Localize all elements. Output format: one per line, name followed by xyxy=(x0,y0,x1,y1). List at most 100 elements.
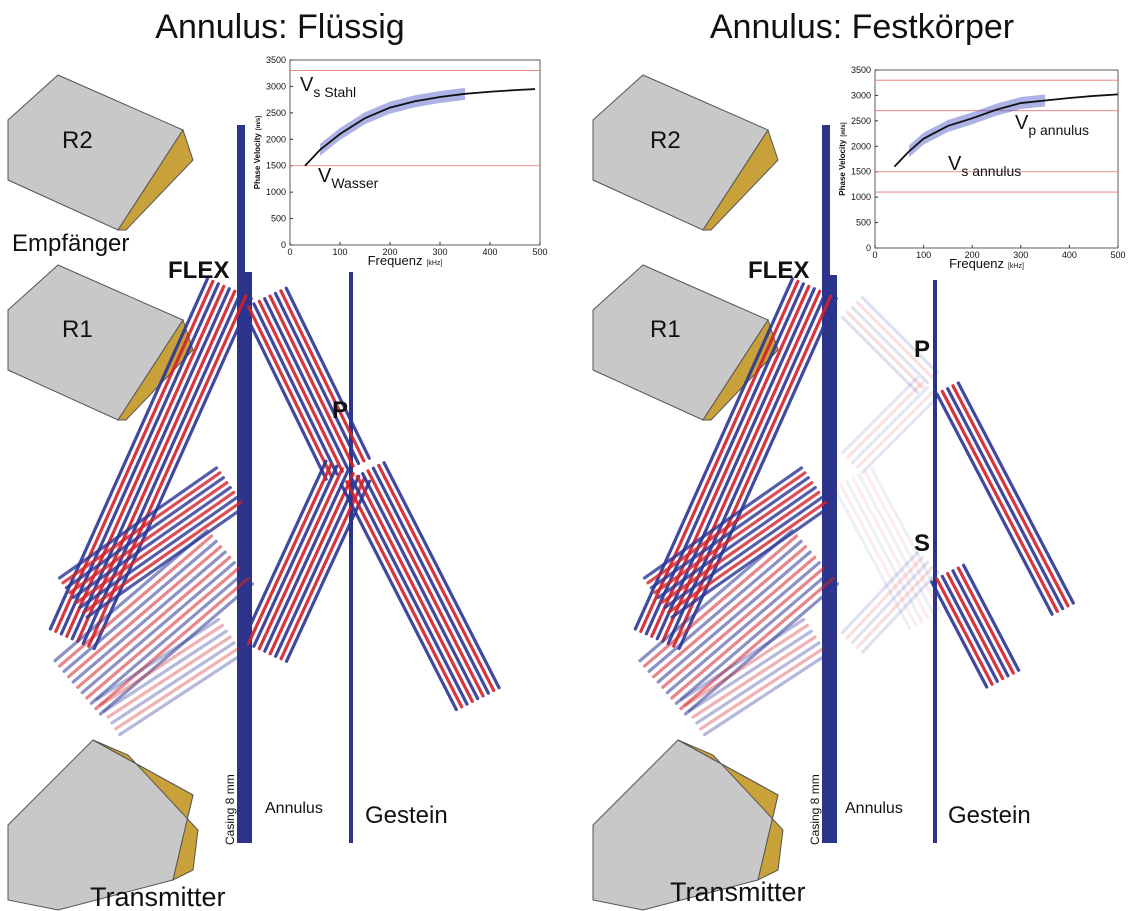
wave-stripe xyxy=(685,625,807,705)
x-tick-label: 100 xyxy=(916,250,931,260)
wave-stripe xyxy=(843,378,918,453)
wave-stripe xyxy=(701,649,823,729)
label: Casing 8 mm xyxy=(223,774,237,845)
wave-stripe xyxy=(862,397,937,472)
y-tick-label: 2500 xyxy=(266,108,286,118)
x-axis-title: Frequenz xyxy=(368,253,423,268)
wave-stripe xyxy=(112,643,234,723)
wave-stripe xyxy=(116,649,238,729)
inset-background xyxy=(245,52,550,272)
y-tick-label: 3000 xyxy=(266,81,286,91)
annotation-main: V xyxy=(300,74,314,96)
y-tick-label: 1500 xyxy=(266,161,286,171)
wave-stripe xyxy=(857,392,932,467)
y-tick-label: 0 xyxy=(281,240,286,250)
wave-stripe xyxy=(693,637,815,717)
label: R2 xyxy=(650,127,681,154)
annotation-main: V xyxy=(1015,112,1029,134)
figure: Annulus: Flüssig R2 Empfänger R1 FLEX P … xyxy=(0,0,1131,911)
y-tick-label: 3500 xyxy=(266,55,286,65)
wave-stripe xyxy=(287,481,370,661)
y-axis-unit: [m/s] xyxy=(841,122,847,136)
x-tick-label: 400 xyxy=(1062,250,1077,260)
x-tick-label: 300 xyxy=(432,247,447,257)
wave-stripe xyxy=(100,625,222,705)
annotation-sub: s annulus xyxy=(961,163,1021,179)
label: R1 xyxy=(650,316,681,343)
annulus-boundary xyxy=(933,280,937,843)
label: S xyxy=(914,530,930,557)
annotation-main: V xyxy=(948,153,962,175)
y-tick-label: 2000 xyxy=(266,134,286,144)
wave-stripe xyxy=(97,620,219,700)
x-tick-label: 0 xyxy=(872,250,877,260)
wave-stripe xyxy=(259,469,342,649)
y-tick-label: 1000 xyxy=(851,192,871,202)
y-tick-label: 3500 xyxy=(851,65,871,75)
wave-stripe xyxy=(958,383,1073,603)
y-axis-title: Phase Velocity xyxy=(253,133,262,190)
label: P xyxy=(914,336,930,363)
label: Annulus xyxy=(845,800,903,817)
wave-stripe xyxy=(265,299,348,469)
x-tick-label: 0 xyxy=(287,247,292,257)
x-tick-label: 100 xyxy=(332,247,347,257)
wave-stripe xyxy=(243,461,326,641)
wave-stripe xyxy=(937,394,1052,614)
x-axis-unit: [kHz] xyxy=(1008,263,1024,270)
receiver-r2 xyxy=(8,75,193,230)
wave-stripe xyxy=(248,464,331,644)
wave-stripe xyxy=(270,474,353,654)
label: R1 xyxy=(62,316,93,343)
wave-stripe xyxy=(852,387,927,462)
label: P xyxy=(332,397,348,424)
wave-stripe xyxy=(259,301,342,471)
wave-stripe xyxy=(363,474,478,699)
label: Transmitter xyxy=(90,882,226,911)
x-axis-unit: [kHz] xyxy=(426,260,442,267)
wave-stripe xyxy=(276,476,359,656)
x-tick-label: 500 xyxy=(1110,250,1125,260)
wave-stripe xyxy=(705,655,827,735)
label: Transmitter xyxy=(670,877,806,907)
annotation-sub: Wasser xyxy=(331,175,378,191)
x-tick-label: 500 xyxy=(532,247,547,257)
y-tick-label: 0 xyxy=(866,243,871,253)
wave-stripe xyxy=(682,620,804,700)
annotation-main: V xyxy=(318,165,332,187)
panel-title: Annulus: Festkörper xyxy=(710,8,1014,46)
x-tick-label: 300 xyxy=(1013,250,1028,260)
wave-stripe xyxy=(942,391,1057,611)
wave-stripe xyxy=(275,293,358,463)
wave-stripe xyxy=(835,488,910,628)
y-tick-label: 2000 xyxy=(851,141,871,151)
annotation-sub: s Stahl xyxy=(313,84,356,100)
wave-stripe xyxy=(953,386,1068,606)
wave-stripe xyxy=(368,471,483,696)
label: Casing 8 mm xyxy=(808,774,822,845)
label: Gestein xyxy=(365,802,448,829)
wave-stripe xyxy=(265,471,348,651)
y-tick-label: 1500 xyxy=(851,167,871,177)
wave-stripe xyxy=(270,296,353,466)
y-axis-unit: [m/s] xyxy=(256,116,262,130)
wave-stripe xyxy=(120,655,242,735)
panel-title: Annulus: Flüssig xyxy=(155,8,404,46)
wave-stripe xyxy=(254,466,337,646)
wave-stripe xyxy=(243,309,326,479)
wave-stripe xyxy=(357,476,472,701)
x-tick-label: 400 xyxy=(482,247,497,257)
y-tick-label: 2500 xyxy=(851,116,871,126)
receiver-r1 xyxy=(8,265,193,420)
receiver-r2 xyxy=(593,75,778,230)
wave-stripe xyxy=(108,637,230,717)
wave-stripe xyxy=(689,631,811,711)
y-tick-label: 500 xyxy=(271,214,286,224)
annotation-sub: p annulus xyxy=(1028,122,1089,138)
label: FLEX xyxy=(748,257,809,284)
label: Gestein xyxy=(948,802,1031,829)
annulus-boundary xyxy=(349,268,353,843)
label: FLEX xyxy=(168,257,229,284)
wave-stripe xyxy=(848,383,923,458)
y-tick-label: 500 xyxy=(856,218,871,228)
